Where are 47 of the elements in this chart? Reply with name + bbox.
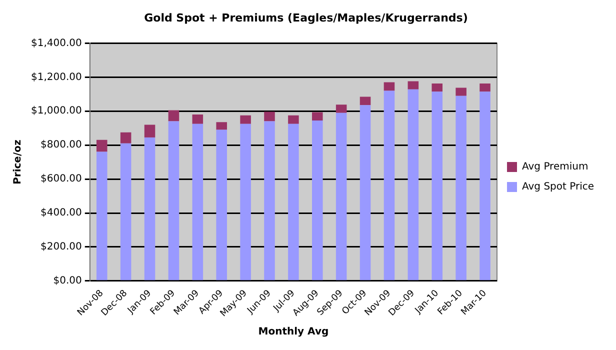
bar	[432, 92, 443, 280]
bar	[288, 115, 299, 124]
bar	[264, 112, 275, 122]
bar	[456, 88, 466, 96]
bar	[480, 92, 490, 280]
bar	[216, 130, 227, 280]
bar	[384, 82, 395, 91]
bar	[144, 124, 156, 138]
bar	[240, 124, 251, 280]
bar	[96, 140, 108, 152]
legend-label: Avg Spot Price	[522, 182, 594, 193]
bar	[360, 105, 371, 280]
y-tick-label: $800.00	[40, 140, 82, 151]
bar	[408, 89, 419, 280]
bar	[120, 143, 132, 280]
y-tick-label: $600.00	[40, 174, 82, 185]
bar	[240, 115, 251, 124]
y-tick-label: $1,400.00	[30, 38, 82, 49]
bar	[360, 96, 371, 106]
bar	[192, 124, 204, 280]
bar	[312, 120, 323, 280]
bar	[168, 121, 180, 280]
legend-label: Avg Premium	[522, 162, 588, 173]
y-tick-label: $200.00	[40, 242, 82, 253]
bar	[336, 112, 347, 280]
y-tick-label: $1,200.00	[30, 72, 82, 83]
bar	[144, 137, 156, 280]
chart-title: Gold Spot + Premiums (Eagles/Maples/Krugerrands)	[144, 11, 468, 24]
y-axis-title: Price/oz	[12, 140, 24, 184]
y-tick-label: $1,000.00	[30, 106, 82, 117]
bar	[96, 152, 108, 280]
bar	[120, 132, 132, 144]
bar	[456, 96, 466, 280]
x-axis-title: Monthly Avg	[258, 326, 329, 338]
bar	[192, 114, 204, 124]
y-tick-label: $400.00	[40, 208, 82, 219]
bar	[264, 121, 275, 280]
bar	[480, 83, 490, 92]
bar	[168, 110, 180, 122]
bar	[408, 81, 419, 90]
bar	[336, 104, 347, 113]
bar	[312, 112, 323, 120]
bar	[216, 122, 227, 130]
bar	[432, 83, 443, 92]
bar	[384, 90, 395, 280]
y-tick-label: $0.00	[53, 276, 82, 287]
bar	[288, 124, 299, 280]
